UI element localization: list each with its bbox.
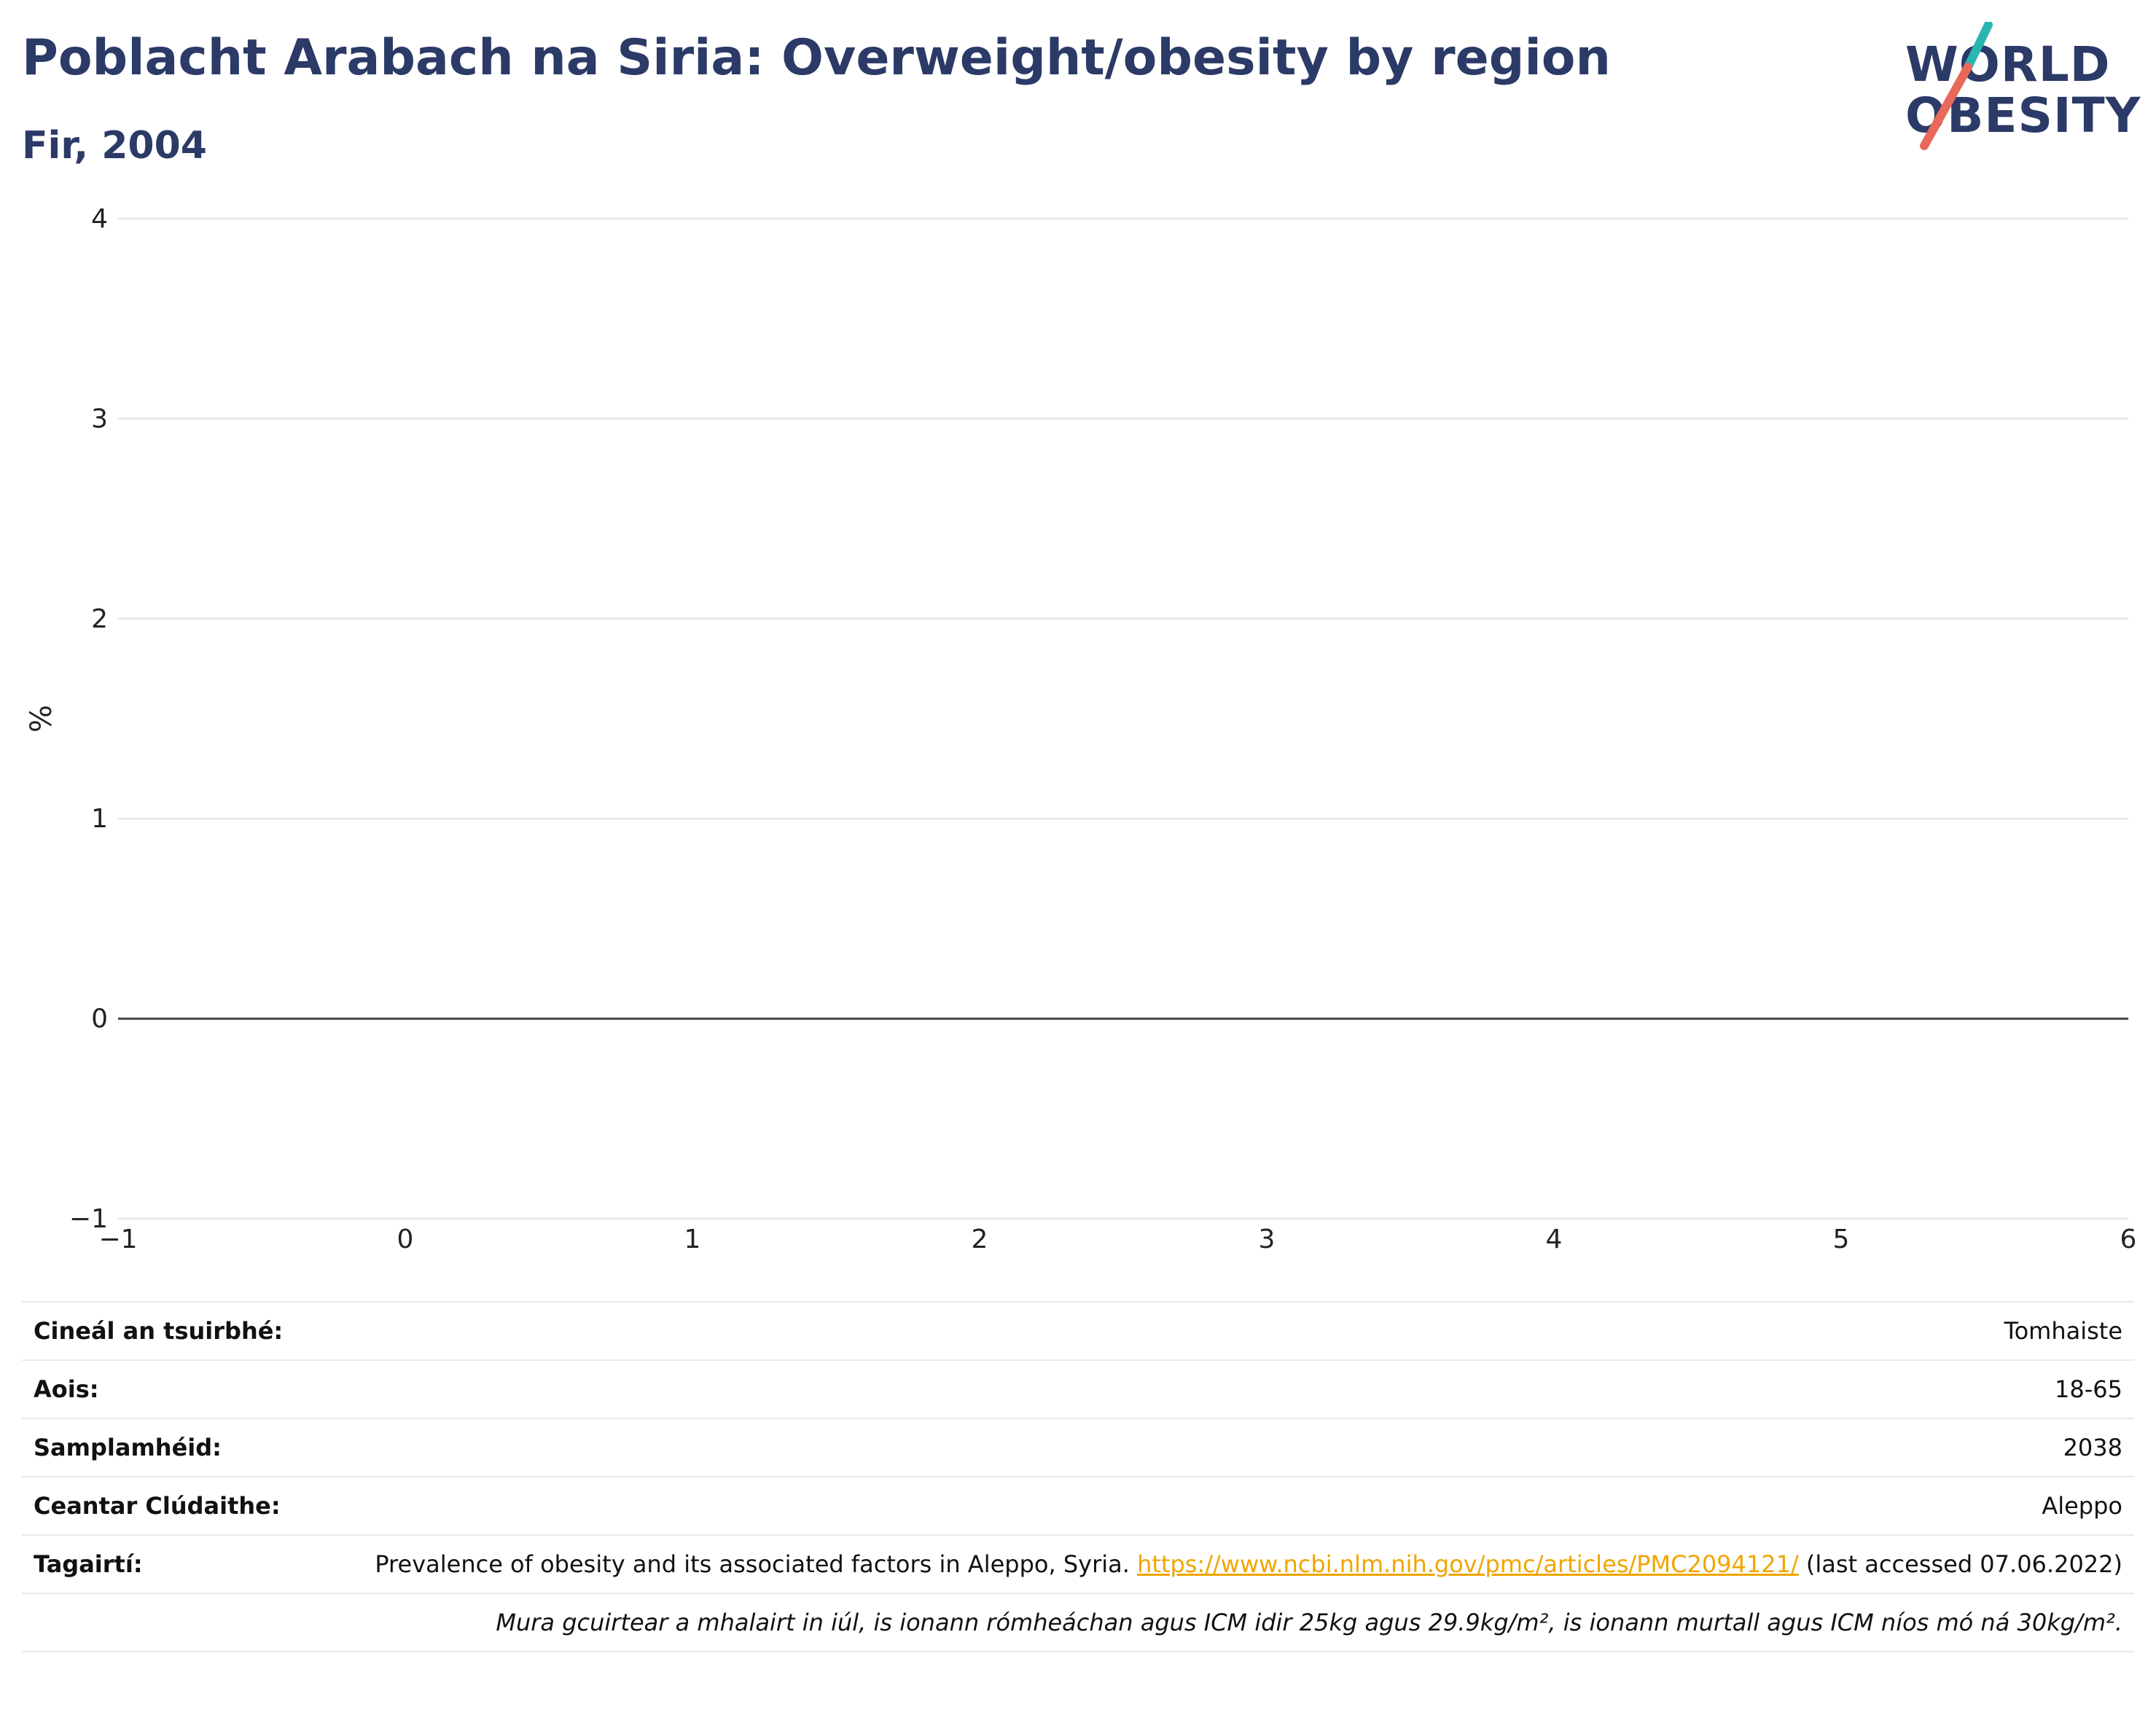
y-axis-label: %: [25, 705, 58, 733]
chart-title: Poblacht Arabach na Siria: Overweight/ob…: [22, 29, 1611, 87]
info-row-age: Aois: 18-65: [22, 1359, 2134, 1418]
world-obesity-logo[interactable]: WORLD OBESITY: [1895, 22, 2143, 153]
x-tick-label: 1: [684, 1225, 701, 1254]
chart-subtitle: Fir, 2004: [22, 124, 207, 168]
x-tick-label: 2: [972, 1225, 988, 1254]
reference-text: Prevalence of obesity and its associated…: [375, 1550, 1138, 1578]
y-tick-label: 4: [91, 204, 108, 234]
logo-slash-icon: [1920, 22, 1993, 150]
logo-word-world: WORLD: [1905, 36, 2111, 93]
age-value: 18-65: [337, 1359, 2134, 1418]
info-row-area: Ceantar Clúdaithe: Aleppo: [22, 1476, 2134, 1535]
info-row-survey-type: Cineál an tsuirbhé: Tomhaiste: [22, 1301, 2134, 1360]
area-label: Ceantar Clúdaithe:: [22, 1476, 337, 1535]
info-row-sample: Samplamhéid: 2038: [22, 1418, 2134, 1477]
x-tick-label: 6: [2120, 1225, 2137, 1254]
info-row-references: Tagairtí: Prevalence of obesity and its …: [22, 1534, 2134, 1593]
references-value: Prevalence of obesity and its associated…: [337, 1534, 2134, 1593]
x-tick-label: 5: [1833, 1225, 1850, 1254]
reference-link[interactable]: https://www.ncbi.nlm.nih.gov/pmc/article…: [1137, 1550, 1799, 1578]
y-tick-label: 1: [91, 804, 108, 834]
y-tick-label: 2: [91, 604, 108, 634]
x-tick-label: 3: [1259, 1225, 1276, 1254]
x-tick-label: 0: [397, 1225, 414, 1254]
area-value: Aleppo: [337, 1476, 2134, 1535]
references-label: Tagairtí:: [22, 1534, 337, 1593]
age-label: Aois:: [22, 1359, 337, 1418]
y-tick-label: −1: [69, 1204, 108, 1234]
reference-suffix: (last accessed 07.06.2022): [1798, 1550, 2122, 1578]
y-tick-label: 0: [91, 1004, 108, 1034]
x-tick-label: −1: [98, 1225, 137, 1254]
info-row-note: Mura gcuirtear a mhalairt in iúl, is ion…: [22, 1593, 2134, 1652]
chart-area: −1 0 1 2 3 4 −1 0 1 2 3 4 5 6%: [25, 204, 2137, 1254]
y-tick-label: 3: [91, 404, 108, 434]
survey-type-label: Cineál an tsuirbhé:: [22, 1301, 337, 1360]
sample-size-value: 2038: [337, 1418, 2134, 1477]
sample-size-label: Samplamhéid:: [22, 1418, 337, 1477]
definition-note: Mura gcuirtear a mhalairt in iúl, is ion…: [22, 1593, 2134, 1652]
survey-info-table: Cineál an tsuirbhé: Tomhaiste Aois: 18-6…: [22, 1301, 2134, 1652]
survey-type-value: Tomhaiste: [337, 1301, 2134, 1360]
x-tick-label: 4: [1546, 1225, 1563, 1254]
